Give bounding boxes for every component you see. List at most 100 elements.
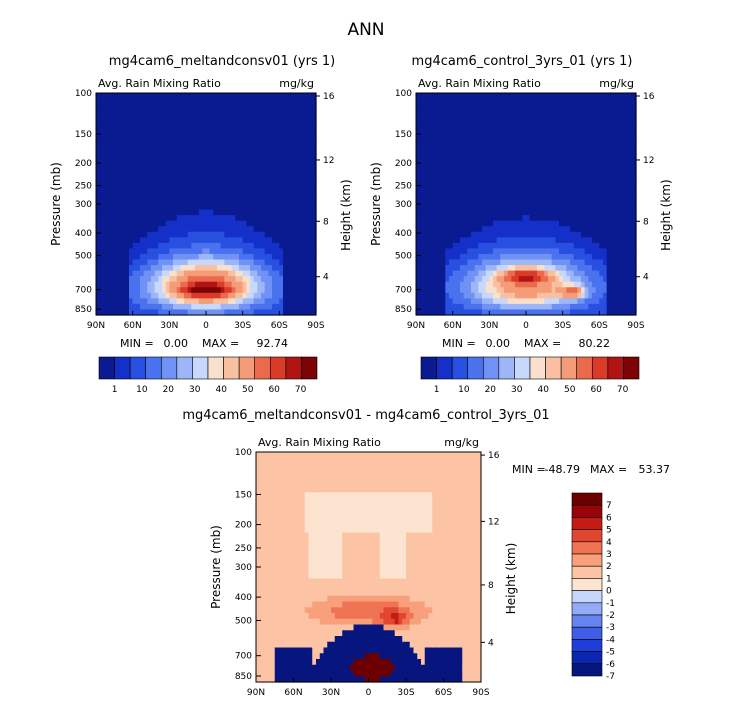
contour-cell (125, 181, 130, 188)
contour-cell (537, 137, 542, 144)
contour-cell (114, 176, 119, 183)
contour-cell (419, 187, 424, 194)
contour-cell (308, 198, 313, 205)
contour-cell (272, 126, 277, 133)
contour-cell (96, 303, 101, 311)
contour-cell (449, 303, 454, 311)
contour-cell (460, 281, 465, 288)
contour-cell (511, 226, 516, 233)
contour-cell (559, 93, 564, 100)
contour-cell (419, 131, 424, 138)
contour-cell (297, 93, 302, 100)
contour-cell (522, 192, 527, 200)
contour-cell (191, 226, 196, 233)
contour-cell (493, 120, 498, 127)
contour-cell (209, 248, 214, 255)
contour-cell (272, 181, 277, 188)
contour-cell (246, 253, 251, 261)
contour-cell (570, 204, 575, 211)
contour-cell (515, 237, 520, 244)
contour-cell (485, 192, 490, 200)
contour-cell (559, 181, 564, 188)
contour-cell (103, 159, 108, 166)
contour-cell (522, 215, 527, 222)
contour-cell (290, 104, 295, 111)
contour-cell (235, 159, 240, 166)
contour-cell (456, 131, 461, 138)
contour-cell (588, 265, 593, 272)
contour-cell (537, 165, 542, 172)
contour-cell (305, 309, 310, 316)
contour-cell (518, 303, 523, 311)
contour-cell (559, 154, 564, 161)
contour-cell (279, 109, 284, 116)
contour-cell (416, 198, 421, 205)
contour-cell (441, 204, 446, 211)
contour-cell (96, 237, 101, 244)
contour-cell (500, 204, 505, 211)
contour-cell (253, 231, 258, 238)
contour-cell (257, 281, 262, 288)
contour-cell (577, 209, 582, 216)
contour-cell (588, 298, 593, 305)
contour-cell (268, 287, 273, 294)
contour-cell (294, 126, 299, 133)
contour-cell (114, 120, 119, 127)
contour-cell (121, 276, 126, 283)
contour-cell (610, 237, 615, 244)
contour-cell (176, 259, 181, 266)
colorbar-box (420, 356, 437, 380)
contour-cell (195, 220, 200, 227)
contour-cell (242, 148, 247, 155)
contour-cell (169, 192, 174, 200)
contour-cell (416, 192, 421, 200)
contour-cell (224, 120, 229, 127)
contour-cell (544, 204, 549, 211)
contour-cell (430, 154, 435, 161)
contour-cell (562, 170, 567, 177)
contour-cell (419, 309, 424, 316)
contour-cell (566, 148, 571, 155)
colorbar-box (285, 356, 302, 380)
contour-cell (551, 93, 556, 100)
contour-cell (308, 270, 313, 277)
contour-cell (290, 259, 295, 266)
contour-cell (625, 159, 630, 166)
contour-cell (301, 198, 306, 205)
contour-cell (301, 237, 306, 244)
contour-cell (268, 181, 273, 188)
contour-cell (118, 165, 123, 172)
contour-cell (533, 231, 538, 238)
contour-cell (242, 176, 247, 183)
contour-cell (198, 198, 203, 205)
contour-cell (529, 115, 534, 122)
contour-cell (441, 165, 446, 172)
contour-cell (551, 209, 556, 216)
contour-cell (169, 265, 174, 272)
contour-cell (537, 292, 542, 299)
contour-cell (239, 109, 244, 116)
contour-cell (239, 181, 244, 188)
contour-cell (114, 287, 119, 294)
contour-cell (577, 165, 582, 172)
contour-cell (191, 165, 196, 172)
contour-cell (305, 159, 310, 166)
contour-cell (275, 181, 280, 188)
contour-cell (533, 187, 538, 194)
contour-cell (441, 220, 446, 227)
contour-cell (272, 259, 277, 266)
contour-cell (103, 198, 108, 205)
contour-cell (515, 187, 520, 194)
contour-cell (482, 226, 487, 233)
contour-cell (427, 281, 432, 288)
contour-cell (603, 248, 608, 255)
contour-cell (180, 292, 185, 299)
contour-cell (621, 303, 626, 311)
contour-cell (235, 198, 240, 205)
contour-cell (187, 204, 192, 211)
contour-cell (570, 104, 575, 111)
contour-cell (603, 137, 608, 144)
contour-cell (441, 242, 446, 249)
contour-cell (507, 303, 512, 311)
contour-cell (537, 215, 542, 222)
